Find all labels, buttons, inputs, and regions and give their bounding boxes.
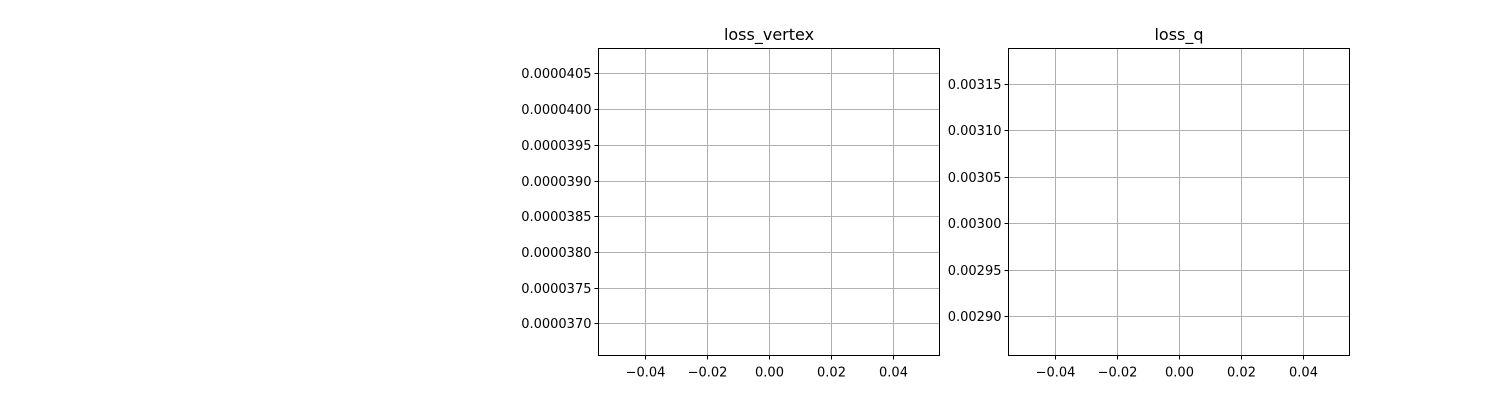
x-tick-label: 0.00 [755, 366, 784, 381]
y-tick-label: 0.0000375 [521, 282, 591, 297]
y-tick-label: 0.0000385 [521, 210, 591, 225]
y-tick-label: 0.0000395 [521, 139, 591, 154]
y-tick-label: 0.0000380 [521, 246, 591, 261]
x-tick-label: −0.02 [688, 366, 728, 381]
y-tick-label: 0.0000400 [521, 103, 591, 118]
chart-loss-q: loss_q −0.04 −0.02 0.00 0.02 0.04 0.002900.0… [948, 25, 1350, 381]
y-tick-label: 0.0000370 [521, 317, 591, 332]
y-tick-label: 0.00290 [948, 310, 1002, 325]
y-tick-label: 0.00300 [948, 217, 1002, 232]
x-tick-label: 0.02 [817, 366, 846, 381]
x-tick-label: −0.04 [626, 366, 666, 381]
chart-title: loss_vertex [724, 25, 814, 45]
x-tick-label: −0.02 [1098, 366, 1138, 381]
y-tick-label: 0.00315 [948, 78, 1002, 93]
y-axis-ticks: 0.00290 0.00295 0.00300 0.00305 0.00310 0.003… [948, 78, 1009, 325]
y-tick-label: 0.0000390 [521, 175, 591, 190]
chart-title: loss_q [1154, 25, 1203, 45]
chart-loss-vertex: loss_vertex −0.04 −0.02 0.00 0.02 0.04 0.000… [521, 25, 940, 381]
x-axis-ticks: −0.04 −0.02 0.00 0.02 0.04 [1036, 355, 1318, 381]
grid-lines [1008, 48, 1350, 356]
x-axis-ticks: −0.04 −0.02 0.00 0.02 0.04 [626, 355, 908, 381]
y-tick-label: 0.00295 [948, 264, 1002, 279]
x-tick-label: 0.04 [879, 366, 908, 381]
x-tick-label: −0.04 [1036, 366, 1076, 381]
grid-lines [598, 48, 940, 356]
y-tick-label: 0.00305 [948, 171, 1002, 186]
x-tick-label: 0.00 [1165, 366, 1194, 381]
x-tick-label: 0.02 [1227, 366, 1256, 381]
x-tick-label: 0.04 [1289, 366, 1318, 381]
y-tick-label: 0.00310 [948, 124, 1002, 139]
y-axis-ticks: 0.0000370 0.0000375 0.0000380 0.0000385 0.00… [521, 67, 599, 332]
y-tick-label: 0.0000405 [521, 67, 591, 82]
